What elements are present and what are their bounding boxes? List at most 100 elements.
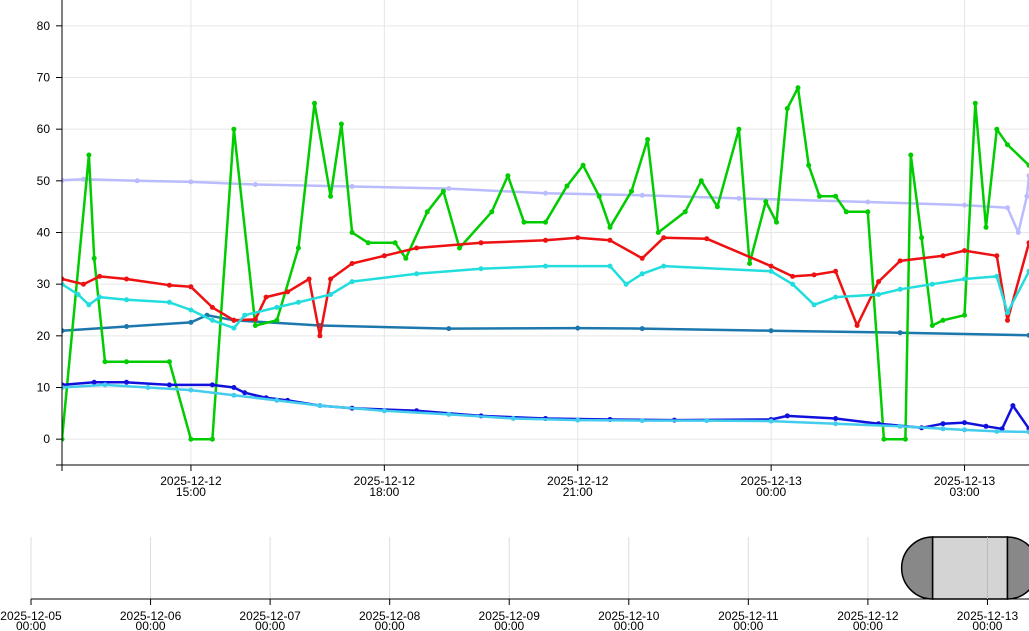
series-2 bbox=[62, 85, 1029, 442]
navigator-tick-date: 2025-12-05 bbox=[0, 609, 62, 623]
data-point bbox=[521, 219, 527, 225]
data-point bbox=[897, 258, 903, 264]
data-point bbox=[784, 106, 790, 111]
data-point bbox=[91, 379, 97, 385]
data-point bbox=[833, 421, 839, 427]
data-point bbox=[188, 319, 194, 325]
data-point bbox=[639, 271, 645, 277]
data-point bbox=[231, 126, 237, 132]
data-point bbox=[661, 235, 667, 241]
data-point bbox=[833, 193, 839, 199]
data-point bbox=[854, 323, 860, 328]
main-chart[interactable]: 010203040506070802025-12-1215:002025-12-… bbox=[37, 0, 1029, 499]
data-point bbox=[242, 312, 248, 318]
data-point bbox=[1015, 230, 1021, 235]
data-point bbox=[274, 304, 280, 310]
series-line bbox=[62, 383, 1029, 434]
navigator-tick-time: 00:00 bbox=[614, 619, 644, 631]
data-point bbox=[478, 266, 484, 272]
data-point bbox=[145, 385, 151, 390]
data-point bbox=[295, 299, 301, 305]
data-point bbox=[312, 100, 317, 106]
data-point bbox=[188, 387, 194, 393]
data-point bbox=[817, 193, 822, 199]
data-point bbox=[365, 240, 371, 246]
data-point bbox=[209, 317, 215, 323]
y-tick-label: 0 bbox=[43, 432, 50, 446]
data-point bbox=[188, 436, 194, 442]
data-point bbox=[639, 192, 645, 198]
navigator[interactable]: 2025-12-0500:002025-12-0600:002025-12-07… bbox=[0, 536, 1029, 631]
data-point bbox=[795, 85, 801, 91]
data-point bbox=[231, 317, 237, 323]
data-point bbox=[349, 184, 355, 189]
series-line bbox=[62, 264, 1029, 330]
data-point bbox=[962, 312, 967, 318]
data-point bbox=[763, 199, 769, 204]
data-point bbox=[623, 281, 629, 287]
x-tick-date: 2025-12-12 bbox=[354, 474, 416, 488]
data-point bbox=[1026, 268, 1029, 274]
navigator-tick-time: 00:00 bbox=[255, 619, 285, 631]
data-point bbox=[510, 416, 516, 421]
data-point bbox=[328, 292, 334, 297]
brush-handle-left[interactable] bbox=[900, 536, 934, 600]
x-tick-time: 00:00 bbox=[756, 485, 786, 499]
data-point bbox=[881, 436, 887, 442]
data-point bbox=[231, 392, 237, 398]
data-point bbox=[1026, 332, 1029, 338]
data-point bbox=[639, 418, 645, 424]
data-point bbox=[1026, 429, 1029, 435]
y-tick-label: 40 bbox=[37, 226, 51, 240]
data-point bbox=[440, 188, 446, 194]
data-point bbox=[865, 199, 871, 205]
navigator-tick-time: 00:00 bbox=[733, 619, 763, 631]
data-point bbox=[424, 209, 430, 215]
navigator-brush[interactable] bbox=[900, 536, 1029, 600]
data-point bbox=[349, 230, 355, 235]
navigator-tick-date: 2025-12-12 bbox=[837, 609, 899, 623]
data-point bbox=[876, 279, 882, 285]
data-point bbox=[446, 326, 452, 332]
data-point bbox=[209, 436, 215, 442]
data-point bbox=[833, 416, 839, 421]
data-point bbox=[349, 261, 355, 266]
data-point bbox=[1010, 403, 1016, 409]
brush-handle-right[interactable] bbox=[1006, 536, 1029, 600]
data-point bbox=[865, 209, 871, 215]
series-0 bbox=[62, 173, 1029, 235]
data-point bbox=[768, 263, 774, 269]
data-point bbox=[994, 428, 1000, 434]
data-point bbox=[1024, 193, 1029, 199]
data-point bbox=[446, 186, 452, 192]
data-point bbox=[91, 255, 97, 261]
navigator-tick-time: 00:00 bbox=[853, 619, 883, 631]
data-point bbox=[645, 137, 651, 142]
data-point bbox=[698, 178, 704, 184]
data-point bbox=[897, 286, 903, 292]
data-point bbox=[209, 304, 215, 310]
data-point bbox=[274, 397, 280, 403]
series-line bbox=[62, 381, 1029, 431]
data-point bbox=[317, 403, 323, 409]
x-tick-date: 2025-12-13 bbox=[934, 474, 996, 488]
data-point bbox=[134, 178, 140, 184]
data-point bbox=[252, 182, 258, 187]
x-tick-time: 03:00 bbox=[950, 485, 980, 499]
data-point bbox=[75, 292, 81, 297]
data-point bbox=[124, 276, 129, 282]
data-point bbox=[607, 237, 613, 243]
navigator-tick-time: 00:00 bbox=[16, 619, 46, 631]
data-point bbox=[704, 418, 710, 424]
data-point bbox=[102, 359, 108, 365]
data-point bbox=[983, 423, 989, 429]
data-point bbox=[929, 281, 935, 287]
brush-selection[interactable] bbox=[931, 536, 1009, 600]
navigator-tick-time: 00:00 bbox=[136, 619, 166, 631]
data-point bbox=[929, 323, 935, 328]
data-point bbox=[124, 324, 129, 329]
data-point bbox=[188, 284, 194, 290]
series-line bbox=[62, 175, 1029, 234]
data-point bbox=[661, 263, 667, 269]
series-line bbox=[62, 313, 1029, 337]
